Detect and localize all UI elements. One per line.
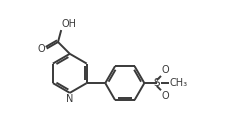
Text: CH₃: CH₃ <box>170 78 188 88</box>
Text: O: O <box>162 91 170 101</box>
Text: O: O <box>162 65 170 75</box>
Text: O: O <box>38 44 45 54</box>
Text: N: N <box>66 94 74 104</box>
Text: OH: OH <box>62 19 77 29</box>
Text: S: S <box>153 78 160 88</box>
